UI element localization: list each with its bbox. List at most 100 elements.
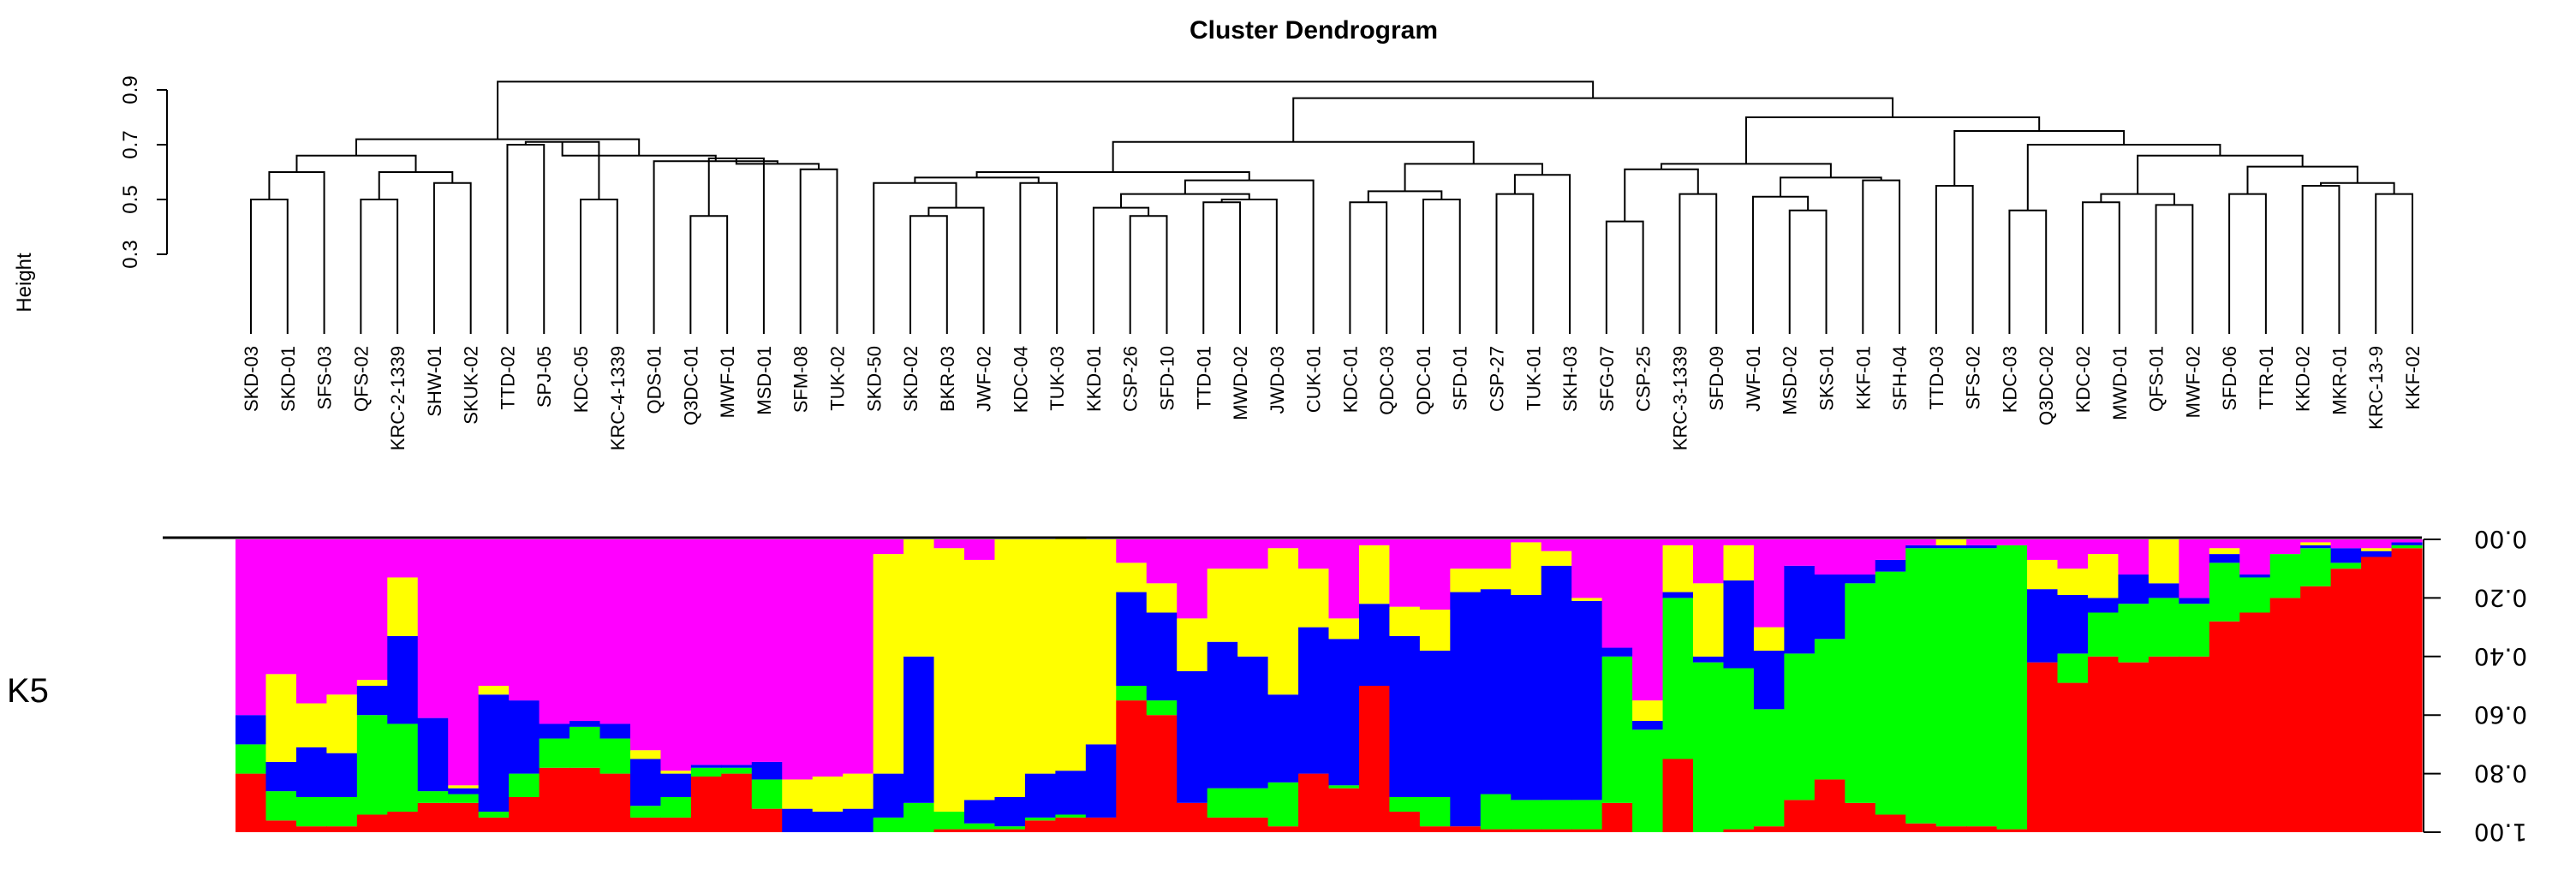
- admixture-segment-blue: [1511, 594, 1542, 801]
- leaf-label: BKR-03: [937, 346, 958, 412]
- admixture-segment-green: [265, 791, 297, 821]
- admixture-segment-blue: [1723, 580, 1755, 669]
- admixture-segment-red: [1024, 820, 1056, 832]
- admixture-segment-blue: [1845, 574, 1876, 584]
- admixture-segment-magenta: [2239, 539, 2271, 575]
- admixture-tick-label: 0.00: [2474, 526, 2527, 554]
- admixture-segment-red: [1389, 812, 1421, 832]
- admixture-segment-blue: [690, 765, 722, 768]
- admixture-segment-yellow: [1935, 539, 1967, 545]
- admixture-segment-blue: [751, 761, 783, 780]
- admixture-segment-yellow: [1298, 568, 1330, 628]
- admixture-segment-magenta: [1753, 539, 1785, 628]
- admixture-segment-blue: [2057, 594, 2089, 654]
- admixture-segment-red: [569, 767, 601, 832]
- admixture-segment-red: [1845, 802, 1876, 832]
- admixture-segment-magenta: [660, 539, 692, 771]
- admixture-segment-blue: [660, 773, 692, 797]
- admixture-segment-green: [964, 823, 996, 830]
- admixture-segment-red: [1450, 826, 1482, 832]
- admixture-segment-blue: [2148, 583, 2179, 598]
- admixture-segment-magenta: [933, 539, 965, 549]
- admixture-segment-magenta: [295, 539, 327, 704]
- admixture-segment-blue: [356, 686, 388, 716]
- leaf-label: JWF-02: [974, 346, 995, 412]
- admixture-segment-green: [417, 791, 449, 803]
- admixture-segment-magenta: [1814, 539, 1846, 575]
- admixture-segment-red: [1085, 817, 1117, 832]
- admixture-segment-green: [903, 802, 935, 832]
- admixture-segment-green: [2057, 653, 2089, 683]
- dendrogram-leaf-labels: SKD-03 SKD-01 SFS-03 QFS-02 KRC-2-1339 SHW-01…: [241, 346, 2424, 450]
- leaf-label: TTD-03: [1926, 346, 1947, 410]
- admixture-segment-yellow: [873, 554, 904, 774]
- admixture-segment-green: [295, 796, 327, 827]
- admixture-segment-red: [660, 817, 692, 832]
- admixture-segment-yellow: [326, 694, 358, 753]
- admixture-segment-red: [2330, 568, 2362, 832]
- admixture-segment-red: [690, 777, 722, 832]
- leaf-label: CUK-01: [1303, 346, 1325, 413]
- admixture-segment-yellow: [1207, 568, 1238, 642]
- admixture-segment-green: [2330, 562, 2362, 569]
- admixture-segment-blue: [509, 700, 540, 774]
- leaf-label: MSD-01: [754, 346, 775, 415]
- admixture-segment-yellow: [903, 539, 935, 657]
- admixture-segment-green: [1632, 729, 1664, 832]
- admixture-segment-magenta: [1662, 539, 1694, 545]
- admixture-segment-yellow: [1480, 568, 1512, 590]
- admixture-segment-green: [751, 779, 783, 809]
- admixture-segment-green: [2209, 562, 2240, 622]
- admixture-segment-yellow: [2148, 539, 2179, 584]
- admixture-segment-yellow: [1450, 568, 1482, 592]
- admixture-segment-red: [448, 802, 480, 832]
- admixture-segment-red: [1207, 817, 1238, 832]
- dendrogram-panel: Cluster Dendrogram Height 0.3 0.5 0.7 0.9 S…: [13, 16, 2424, 450]
- admixture-segment-yellow: [387, 577, 419, 636]
- leaf-label: SFD-09: [1706, 346, 1727, 411]
- admixture-segment-green: [1207, 788, 1238, 818]
- admixture-segment-magenta: [1298, 539, 1330, 569]
- admixture-segment-red: [1480, 829, 1512, 832]
- admixture-segment-blue: [1267, 694, 1299, 783]
- admixture-segment-magenta: [2179, 539, 2210, 598]
- admixture-segment-green: [387, 723, 419, 812]
- admixture-segment-green: [1875, 571, 1906, 815]
- leaf-label: TUK-01: [1523, 346, 1544, 411]
- admixture-segment-green: [1541, 800, 1572, 830]
- admixture-segment-green: [1723, 668, 1755, 830]
- admixture-segment-yellow: [448, 785, 480, 789]
- admixture-segment-green: [1693, 662, 1725, 832]
- admixture-segment-yellow: [295, 703, 327, 747]
- admixture-segment-magenta: [2391, 539, 2423, 543]
- admixture-segment-green: [539, 738, 570, 768]
- admixture-segment-blue: [1419, 650, 1451, 797]
- admixture-segment-green: [1146, 700, 1178, 716]
- admixture-segment-blue: [1450, 592, 1482, 827]
- admixture-segment-magenta: [782, 539, 814, 780]
- leaf-label: TUK-02: [826, 346, 848, 411]
- leaf-label: KDC-02: [2072, 346, 2094, 413]
- admixture-segment-magenta: [1632, 539, 1664, 701]
- admixture-segment-red: [2118, 662, 2150, 832]
- admixture-segment-yellow: [1085, 539, 1117, 745]
- admixture-segment-blue: [721, 765, 753, 768]
- admixture-segment-blue: [539, 723, 570, 739]
- admixture-segment-green: [873, 817, 904, 832]
- admixture-segment-blue: [1935, 545, 1967, 549]
- admixture-segment-blue: [1632, 721, 1664, 730]
- admixture-segment-magenta: [569, 539, 601, 722]
- admixture-segment-blue: [1358, 604, 1391, 686]
- leaf-label: SPJ-05: [534, 346, 555, 408]
- admixture-segment-yellow: [1693, 583, 1725, 657]
- admixture-segment-blue: [2179, 598, 2210, 604]
- admixture-segment-blue: [2118, 574, 2150, 604]
- admixture-segment-yellow: [2057, 568, 2089, 595]
- leaf-label: SKS-01: [1816, 346, 1838, 411]
- admixture-segment-blue: [1055, 771, 1087, 815]
- admixture-segment-red: [2179, 656, 2210, 832]
- admixture-segment-green: [1237, 788, 1269, 818]
- admixture-segment-red: [1298, 773, 1330, 832]
- leaf-label: SKD-01: [277, 346, 299, 412]
